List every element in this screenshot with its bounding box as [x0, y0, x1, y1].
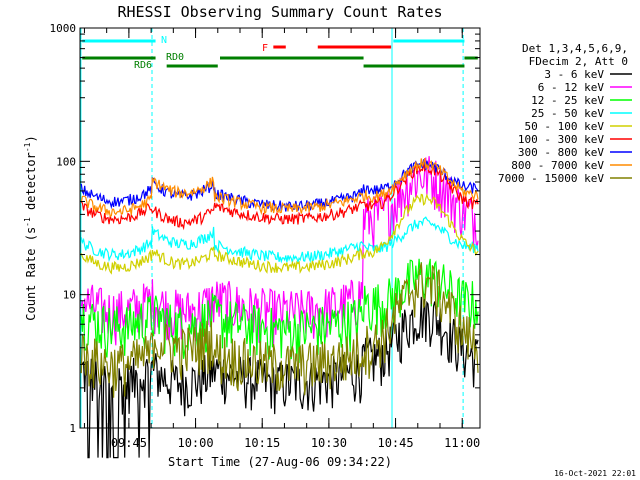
legend-label: 100 - 300 keV	[518, 133, 604, 146]
timestamp: 16-Oct-2021 22:01	[554, 469, 636, 478]
legend-label: 300 - 800 keV	[518, 146, 604, 159]
y-axis-label: Count Rate (s-1 detector-1)	[23, 135, 38, 320]
annotation-rd6: RD6	[134, 60, 152, 71]
series-line	[80, 262, 479, 398]
x-tick-label: 10:00	[177, 436, 213, 450]
legend-header: FDecim 2, Att 0	[529, 55, 628, 68]
legend: Det 1,3,4,5,6,9,FDecim 2, Att 03 - 6 keV…	[498, 42, 632, 185]
y-tick-label: 1000	[50, 22, 77, 35]
plot-area: N F RD0 RD6	[80, 28, 479, 459]
y-tick-label: 100	[56, 155, 76, 168]
x-tick-label: 10:15	[244, 436, 280, 450]
plot-frame	[79, 27, 481, 429]
series-line	[80, 156, 479, 346]
legend-label: 50 - 100 keV	[525, 120, 605, 133]
annotation-f: F	[262, 43, 268, 54]
legend-label: 6 - 12 keV	[538, 81, 605, 94]
x-axis: 09:45 10:00 10:15 10:30 10:45 11:00	[83, 28, 480, 450]
legend-label: 3 - 6 keV	[544, 68, 604, 81]
x-tick-label: 10:45	[377, 436, 413, 450]
y-axis-label-main: Count Rate (s	[24, 227, 38, 321]
annotation-n: N	[161, 35, 167, 46]
x-tick-label: 11:00	[444, 436, 480, 450]
x-axis-label: Start Time (27-Aug-06 09:34:22)	[168, 455, 392, 469]
y-axis-label-sup2: -1	[23, 142, 32, 152]
legend-label: 800 - 7000 keV	[511, 159, 604, 172]
series-line	[80, 157, 479, 218]
series-line	[80, 161, 479, 231]
series-line	[80, 193, 479, 275]
y-axis-label-end: )	[24, 135, 38, 142]
x-tick-label: 09:45	[111, 436, 147, 450]
series-line	[80, 293, 479, 459]
legend-label: 25 - 50 keV	[531, 107, 604, 120]
y-tick-label: 10	[63, 289, 76, 302]
legend-label: 12 - 25 keV	[531, 94, 604, 107]
y-axis-label-mid: detector	[24, 152, 38, 217]
series-line	[80, 258, 479, 363]
legend-header: Det 1,3,4,5,6,9,	[522, 42, 628, 55]
legend-label: 7000 - 15000 keV	[498, 172, 604, 185]
chart-title: RHESSI Observing Summary Count Rates	[117, 3, 442, 21]
series-line	[80, 216, 479, 265]
y-tick-label: 1	[69, 422, 76, 435]
x-tick-label: 10:30	[311, 436, 347, 450]
y-axis-label-sup1: -1	[23, 217, 32, 227]
annotation-rd0: RD0	[166, 52, 184, 63]
y-axis: 1 10 100 1000	[50, 22, 480, 435]
